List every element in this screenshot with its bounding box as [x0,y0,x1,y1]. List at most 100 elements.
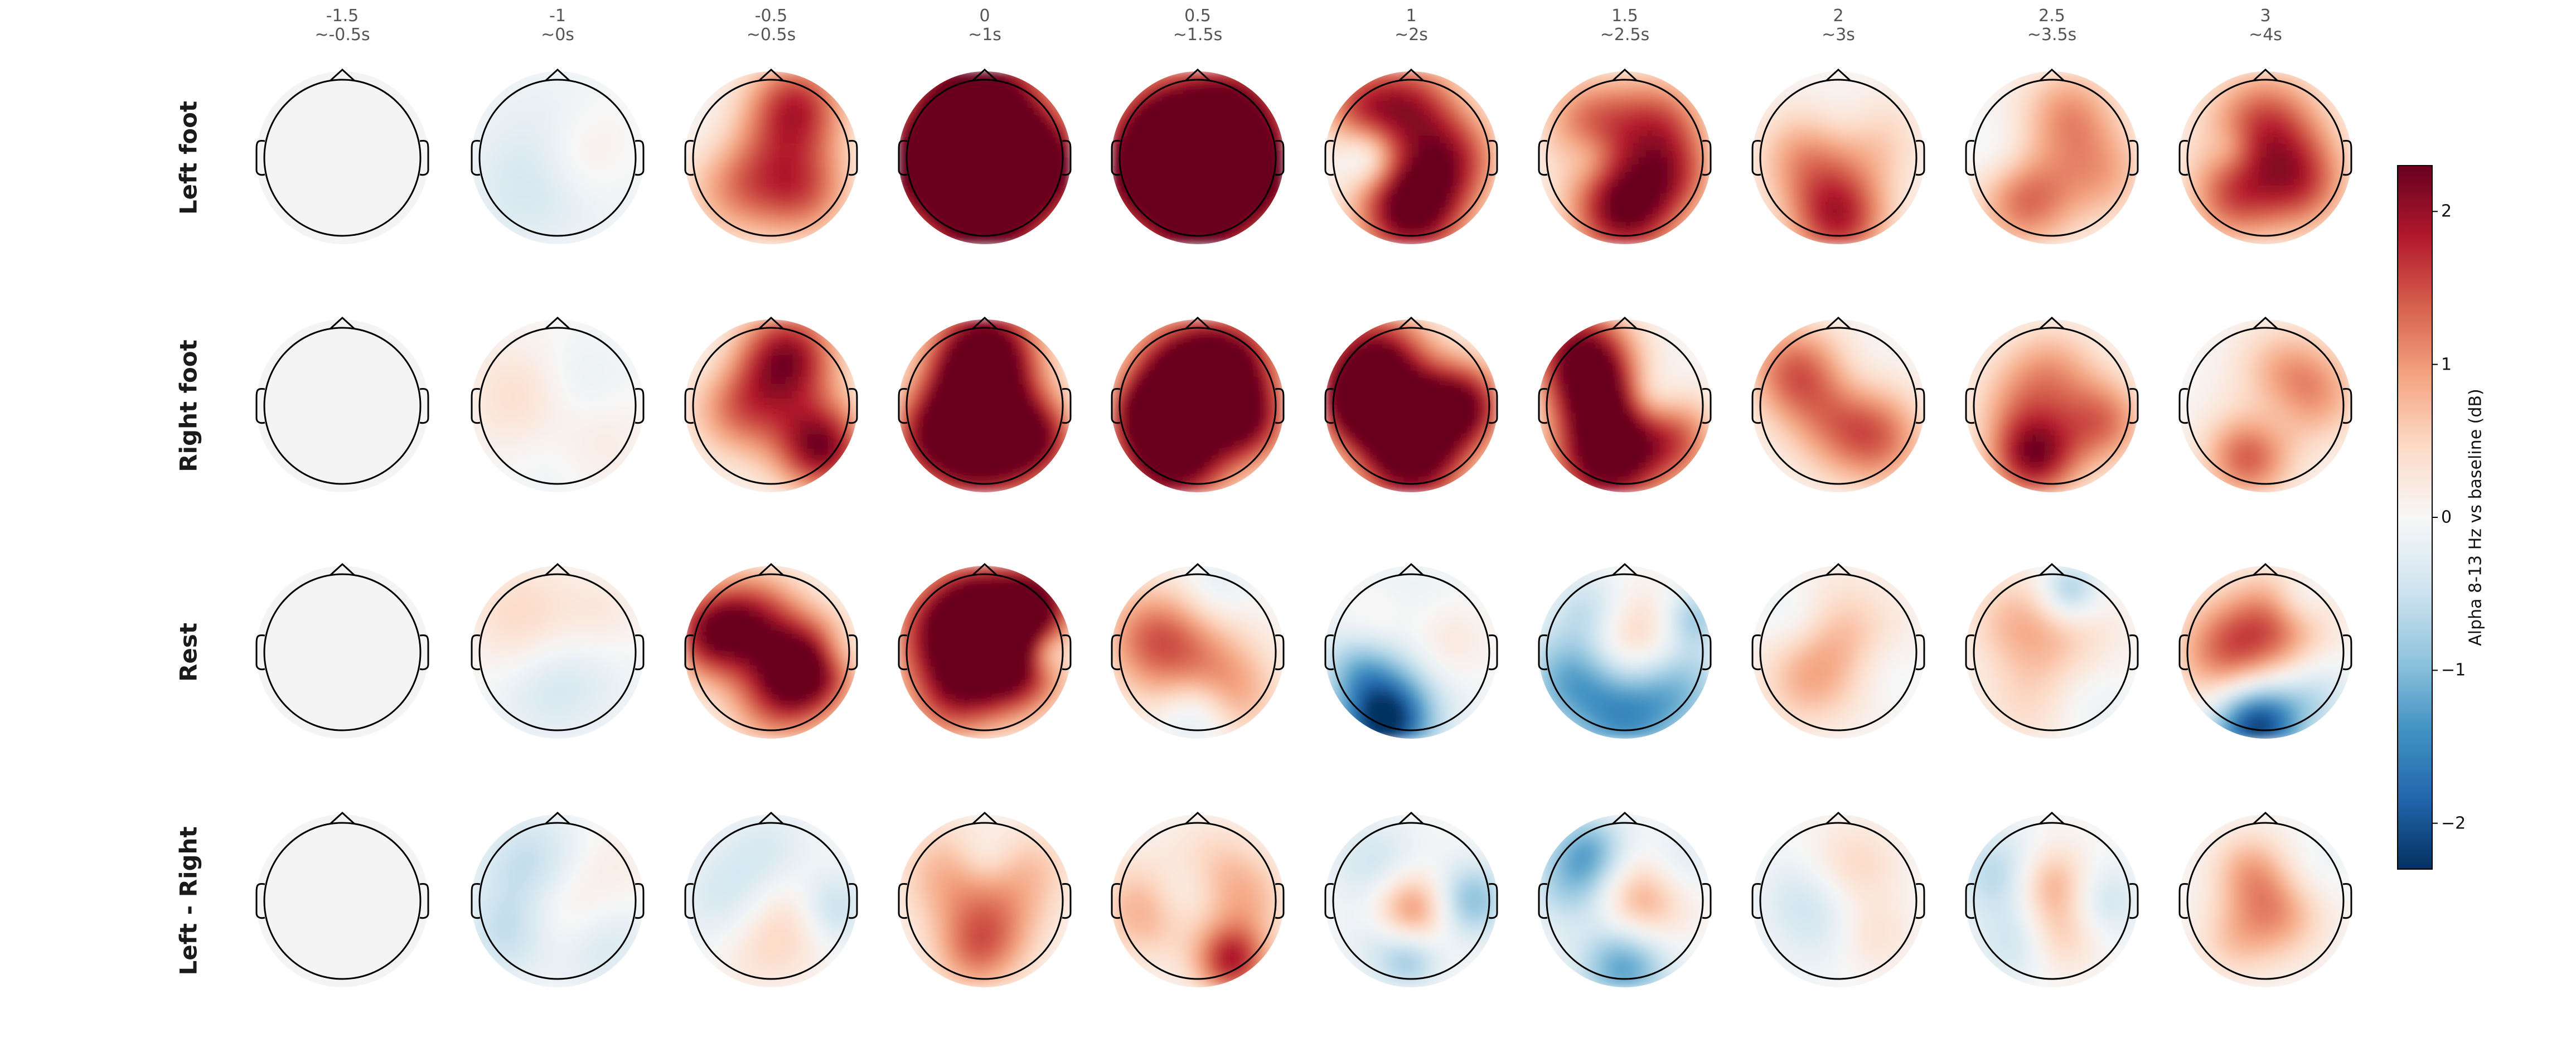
topomap-cell [1881,237,1889,245]
topomap-cell [1675,193,1683,201]
topomap-cell [1668,237,1676,245]
topomap-cell [1603,158,1611,166]
topomap-cell [2193,129,2201,137]
topomap-cell [2030,151,2038,158]
topomap-cell [1773,215,1781,223]
topomap-cell [1125,208,1133,216]
topomap-cell [1682,85,1690,93]
topomap-cell [1596,237,1604,245]
topomap-cell [2272,100,2280,108]
topomap-cell [593,114,601,122]
topomap-cell [1625,215,1633,223]
topomap-cell [572,122,579,129]
topomap-cell [2073,237,2081,245]
topomap-cell [1049,230,1057,237]
topomap-cell [1346,230,1354,237]
topomap-cell [1368,122,1376,129]
topomap-cell [764,208,772,216]
topomap-cell [1140,158,1147,166]
topomap-cell [1574,164,1582,172]
topomap-cell [836,208,844,216]
topomap-cell [2117,179,2124,187]
topomap-cell [1432,122,1440,129]
topomap-cell [1809,143,1817,151]
topomap-cell [2124,93,2132,100]
topomap-cell [2179,107,2187,115]
topomap-cell [1013,179,1021,187]
topomap-cell [2059,215,2066,223]
topomap-cell [1610,164,1618,172]
topomap-cell [1845,129,1853,137]
topomap-cell [1896,158,1904,166]
topomap-cell [685,122,693,129]
topomap-cell [1270,215,1277,223]
topomap-cell [720,179,728,187]
topomap-cell [1831,136,1839,144]
topomap-cell [529,100,536,108]
topomap-cell [1013,193,1021,201]
topomap-cell [1125,230,1133,237]
topomap-cell [792,93,800,100]
topomap-cell [1802,93,1810,100]
topomap-cell [1425,71,1433,79]
topomap-cell [2244,114,2251,122]
topomap-cell [1660,114,1668,122]
topomap-cell [1057,107,1064,115]
topomap-cell [1795,164,1803,172]
topomap-cell [977,193,985,201]
topomap-cell [2088,230,2095,237]
topomap-cell [1169,93,1176,100]
topomap-cell [814,172,822,180]
topomap-cell [919,151,927,158]
topomap-cell [963,122,971,129]
topomap-cell [1006,85,1014,93]
topomap-cell [1233,100,1241,108]
topomap-cell [1132,215,1140,223]
topomap-cell [1972,230,1980,237]
topomap-cell [608,122,616,129]
topomap-cell [1824,136,1832,144]
topomap-cell [720,172,728,180]
topomap-cell [2030,222,2038,230]
topomap-cell [2001,71,2009,79]
topomap-cell [2073,208,2081,216]
topomap-cell [749,151,757,158]
topomap-cell [1660,129,1668,137]
topomap-cell [478,208,486,216]
topomap-cell [1176,201,1184,209]
topomap-cell [977,151,985,158]
topomap-cell [1248,201,1256,209]
topomap-cell [1368,193,1376,201]
topomap-cell [1574,129,1582,137]
topomap-cell [564,151,572,158]
topomap-cell [807,100,815,108]
topomap-cell [593,172,601,180]
topomap [898,70,1072,245]
topomap-cell [2045,107,2052,115]
topomap-cell [1838,208,1846,216]
topomap-cell [1140,151,1147,158]
topomap-cell [691,215,699,223]
topomap-cell [1838,193,1846,201]
topomap-cell [742,85,750,93]
topomap-cell [1639,93,1647,100]
topomap-cell [1118,85,1126,93]
topomap-cell [1838,129,1846,137]
topomap-cell [1581,237,1589,245]
topomap-cell [1653,71,1661,79]
topomap-cell [1838,215,1846,223]
topomap-cell [478,85,486,93]
topomap-cell [1111,193,1119,201]
topomap-cell [706,215,714,223]
topomap-cell [713,230,721,237]
topomap-cell [1432,107,1440,115]
topomap-cell [608,230,616,237]
topomap-cell [536,237,544,245]
topomap-cell [485,151,493,158]
topomap-cell [685,107,693,115]
topomap-cell [543,208,551,216]
topomap-cell [1483,230,1491,237]
topomap-cell [1198,93,1205,100]
topomap-cell [1766,164,1774,172]
topomap-cell [1697,201,1705,209]
